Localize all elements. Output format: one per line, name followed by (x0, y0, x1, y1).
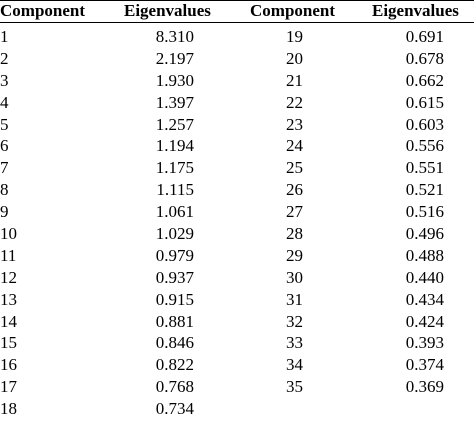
eigenvalue-cell: 0.822 (155, 355, 194, 375)
table-top-rule (0, 0, 474, 1)
eigenvalue-cell: 1.175 (155, 158, 194, 178)
eigenvalue-cell: 0.374 (405, 355, 444, 375)
eigenvalue-cell: 0.615 (405, 92, 444, 112)
left-eigenvalue-column: 8.310 2.197 1.930 1.397 1.257 1.194 1.175 1.115… (120, 26, 194, 420)
eigenvalue-cell: 0.434 (405, 289, 444, 309)
component-cell: 20 (286, 48, 303, 68)
header-component-right: Component (250, 1, 336, 20)
eigenvalue-cell: 0.488 (405, 245, 444, 265)
eigenvalue-cell: 0.915 (155, 289, 194, 309)
component-cell: 13 (0, 289, 17, 309)
eigenvalue-cell: 0.496 (405, 224, 444, 244)
component-cell: 17 (0, 377, 17, 397)
component-cell: 14 (0, 311, 17, 331)
component-cell: 2 (0, 48, 9, 68)
eigenvalue-cell: 1.061 (155, 202, 194, 222)
eigenvalue-cell: 0.691 (405, 27, 444, 46)
eigenvalue-cell: 0.424 (405, 311, 444, 331)
header-eigenvalues-left: Eigenvalues (124, 1, 211, 20)
eigenvalue-cell: 0.440 (405, 267, 444, 287)
eigenvalue-cell: 0.846 (155, 333, 194, 353)
component-cell: 27 (286, 202, 303, 222)
eigenvalue-cell: 0.556 (405, 136, 444, 156)
component-cell: 19 (286, 27, 303, 46)
eigenvalue-cell: 0.603 (405, 114, 444, 134)
eigenvalue-cell: 0.516 (405, 202, 444, 222)
eigenvalue-cell: 0.979 (155, 245, 194, 265)
component-cell: 22 (286, 92, 303, 112)
eigenvalue-cell: 1.029 (155, 224, 194, 244)
component-cell: 7 (0, 158, 9, 178)
header-eigenvalues-right: Eigenvalues (372, 1, 459, 20)
component-cell: 32 (286, 311, 303, 331)
eigenvalue-cell: 0.662 (405, 70, 444, 90)
right-component-column: 19 20 21 22 23 24 25 26 27 28 29 30 31 32 33 34 35 (286, 26, 326, 398)
component-cell: 4 (0, 92, 9, 112)
eigenvalue-cell: 0.551 (405, 158, 444, 178)
left-component-column: 1 2 3 4 5 6 7 8 9 10 11 12 13 14 15 16 17 18 (0, 26, 60, 420)
eigenvalue-cell: 1.194 (155, 136, 194, 156)
eigenvalue-cell: 1.257 (155, 114, 194, 134)
component-cell: 11 (0, 245, 17, 265)
eigenvalue-cell: 0.734 (155, 399, 194, 419)
eigenvalue-cell: 0.881 (155, 311, 194, 331)
component-cell: 5 (0, 114, 9, 134)
component-cell: 28 (286, 224, 303, 244)
eigenvalue-cell: 0.768 (155, 377, 194, 397)
component-cell: 8 (0, 180, 9, 200)
component-cell: 9 (0, 202, 9, 222)
eigenvalue-cell: 1.397 (155, 92, 194, 112)
component-cell: 31 (286, 289, 303, 309)
component-cell: 29 (286, 245, 303, 265)
component-cell: 34 (286, 355, 303, 375)
header-rule (0, 22, 474, 23)
component-cell: 33 (286, 333, 303, 353)
eigenvalue-cell: 8.310 (155, 27, 194, 46)
header-component-left: Component (0, 1, 86, 20)
component-cell: 3 (0, 70, 9, 90)
component-cell: 15 (0, 333, 17, 353)
component-cell: 24 (286, 136, 303, 156)
component-cell: 35 (286, 377, 303, 397)
component-cell: 12 (0, 267, 17, 287)
component-cell: 18 (0, 399, 17, 419)
right-eigenvalue-column: 0.691 0.678 0.662 0.615 0.603 0.556 0.551 0.521… (370, 26, 444, 398)
component-cell: 16 (0, 355, 17, 375)
component-cell: 23 (286, 114, 303, 134)
eigenvalue-cell: 0.521 (405, 180, 444, 200)
eigenvalue-cell: 0.369 (405, 377, 444, 397)
eigenvalue-cell: 0.937 (155, 267, 194, 287)
eigenvalue-cell: 1.930 (155, 70, 194, 90)
eigenvalue-cell: 0.678 (405, 48, 444, 68)
eigenvalue-cell: 0.393 (405, 333, 444, 353)
component-cell: 21 (286, 70, 303, 90)
component-cell: 30 (286, 267, 303, 287)
component-cell: 1 (0, 27, 9, 46)
component-cell: 25 (286, 158, 303, 178)
eigenvalue-cell: 2.197 (155, 48, 194, 68)
component-cell: 10 (0, 224, 17, 244)
component-cell: 6 (0, 136, 9, 156)
component-cell: 26 (286, 180, 303, 200)
eigenvalue-cell: 1.115 (156, 180, 194, 200)
